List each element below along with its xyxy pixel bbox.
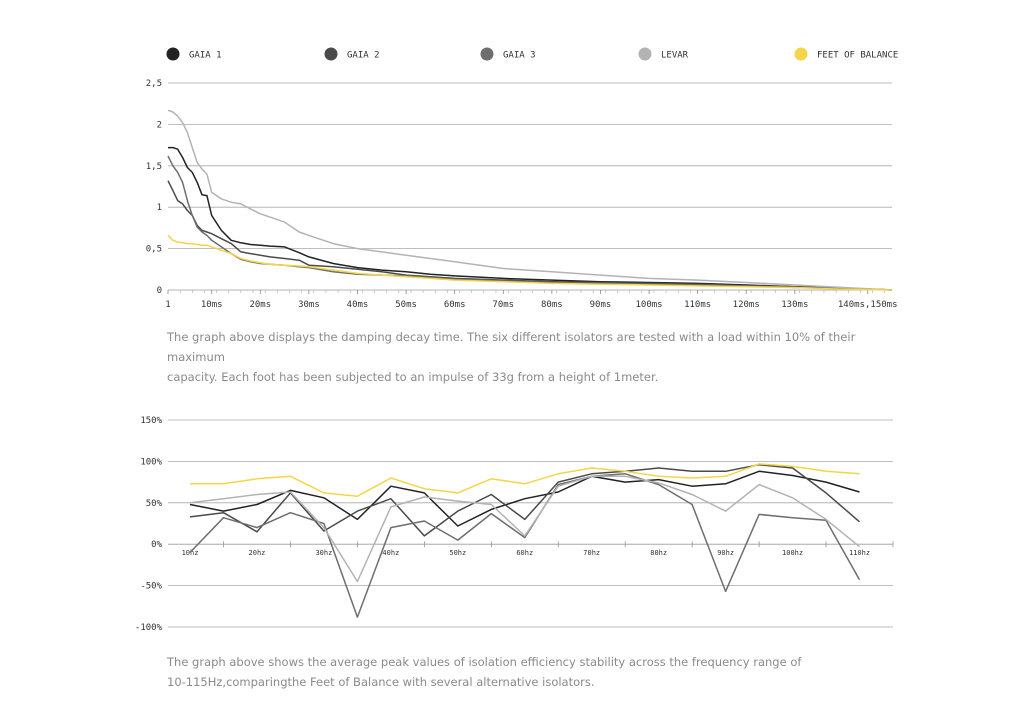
x-tick-label: 40ms [347, 300, 369, 310]
x-tick-label: 130ms [781, 300, 808, 310]
y-tick-label: 1 [157, 203, 162, 213]
x-tick-label: 60ms [444, 300, 466, 310]
legend-marker-gaia-2 [324, 47, 338, 61]
x-tick-label: 10hz [182, 549, 199, 557]
x-tick-label: 100ms [636, 300, 663, 310]
legend-marker-feet-of-balance [794, 47, 808, 61]
legend-label-gaia-1: GAIA 1 [189, 51, 222, 61]
x-tick-label: 20hz [249, 549, 266, 557]
x-tick-label: 80ms [541, 300, 563, 310]
x-tick-label: 70ms [492, 300, 514, 310]
x-tick-label: 1 [165, 300, 170, 310]
legend-marker-levar [638, 47, 652, 61]
isolation-efficiency-caption: The graph above shows the average peak v… [167, 652, 907, 692]
series-line-levar [189, 475, 860, 583]
x-tick-label: 30hz [315, 549, 332, 557]
x-tick-label: 80hz [650, 549, 667, 557]
series-line-gaia-1 [189, 470, 860, 527]
series-line-feet-of-balance [190, 463, 860, 497]
legend-marker-gaia-1 [166, 47, 180, 61]
x-tick-label: 110hz [849, 549, 870, 557]
series-line-gaia-3 [189, 473, 861, 618]
x-tick-label: 70hz [583, 549, 600, 557]
legend: GAIA 1 GAIA 2 GAIA 3 LEVAR FEET OF BALANCE [166, 47, 898, 61]
x-tick-label: 60hz [516, 549, 533, 557]
legend-label-gaia-3: GAIA 3 [503, 51, 536, 61]
series-line-levar [167, 109, 893, 291]
y-tick-label: -100% [135, 623, 163, 633]
y-tick-label: 2 [157, 120, 162, 130]
legend-label-gaia-2: GAIA 2 [347, 51, 380, 61]
x-tick-label: 40hz [382, 549, 399, 557]
decay-time-chart: 00,511,522,51 10ms 20ms 30ms 40ms 50ms 60ms 70m… [146, 79, 898, 310]
y-tick-label: 0 [157, 286, 162, 296]
y-tick-label: 50% [146, 499, 163, 509]
series-line-feet-of-balance [167, 234, 893, 291]
legend-label-levar: LEVAR [661, 51, 689, 61]
x-tick-label: 30ms [298, 300, 320, 310]
x-tick-label: 50hz [449, 549, 466, 557]
isolation-efficiency-caption-line-2: 10-115Hz,comparingthe Feet of Balance wi… [167, 675, 595, 689]
x-tick-label: 50ms [395, 300, 417, 310]
x-tick-label: 90hz [717, 549, 734, 557]
y-tick-label: 2,5 [146, 79, 162, 89]
decay-time-caption-line-1: The graph above displays the damping dec… [167, 330, 856, 364]
legend-marker-gaia-3 [480, 47, 494, 61]
y-tick-label: 100% [140, 457, 162, 467]
series-line-gaia-2 [167, 180, 893, 291]
series-line-gaia-1 [168, 146, 893, 291]
x-tick-label: 10ms [201, 300, 223, 310]
x-tick-label: 90ms [590, 300, 612, 310]
y-tick-label: 0% [151, 540, 162, 550]
decay-time-caption: The graph above displays the damping dec… [167, 327, 907, 387]
x-tick-label: 140ms,150ms [838, 300, 898, 310]
y-tick-label: 1,5 [146, 162, 162, 172]
x-tick-label: 110ms [684, 300, 711, 310]
series-line-gaia-2 [189, 463, 860, 537]
isolation-efficiency-chart: -100% -50% 0% 50% 100% 150% 10hz 20hz 30hz 40hz 50… [135, 416, 894, 633]
y-tick-label: 0,5 [146, 245, 162, 255]
decay-time-caption-line-2: capacity. Each foot has been subjected t… [167, 370, 659, 384]
x-tick-label: 20ms [249, 300, 271, 310]
legend-label-feet-of-balance: FEET OF BALANCE [817, 51, 898, 61]
y-tick-label: 150% [140, 416, 162, 426]
x-tick-label: 120ms [733, 300, 760, 310]
y-tick-label: -50% [140, 582, 162, 592]
isolation-efficiency-caption-line-1: The graph above shows the average peak v… [167, 655, 802, 669]
x-tick-label: 100hz [782, 549, 803, 557]
